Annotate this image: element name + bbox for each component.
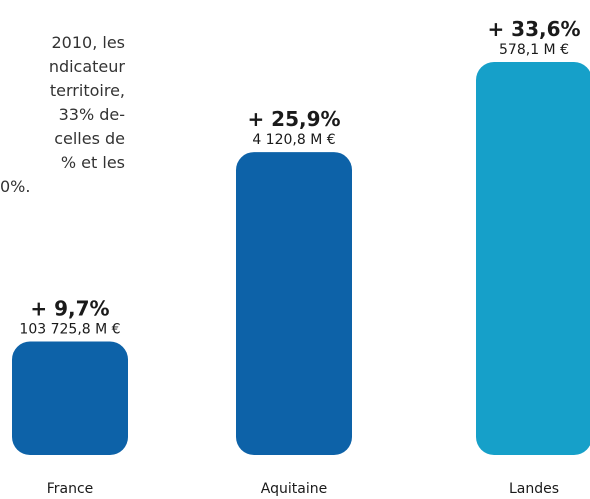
value-label: + 25,9% bbox=[247, 107, 340, 131]
bar bbox=[12, 341, 128, 455]
category-label: France bbox=[47, 481, 94, 497]
amount-label: 103 725,8 M € bbox=[19, 322, 120, 338]
value-label: + 33,6% bbox=[487, 17, 580, 41]
bar bbox=[236, 152, 352, 455]
bar bbox=[476, 62, 590, 455]
value-label: + 9,7% bbox=[30, 297, 109, 321]
amount-label: 4 120,8 M € bbox=[252, 132, 335, 148]
paragraph-line: 33% de- bbox=[59, 105, 125, 124]
category-label: Aquitaine bbox=[261, 481, 327, 497]
paragraph-line: % et les bbox=[61, 153, 125, 172]
paragraph-line: 2010, les bbox=[51, 33, 125, 52]
paragraph-line: territoire, bbox=[50, 81, 125, 100]
paragraph-line: celles de bbox=[54, 129, 125, 148]
category-label: Landes bbox=[509, 481, 559, 497]
paragraph-line: ndicateur bbox=[49, 57, 126, 76]
amount-label: 578,1 M € bbox=[499, 42, 569, 58]
paragraph-line: 0%. bbox=[0, 177, 30, 196]
